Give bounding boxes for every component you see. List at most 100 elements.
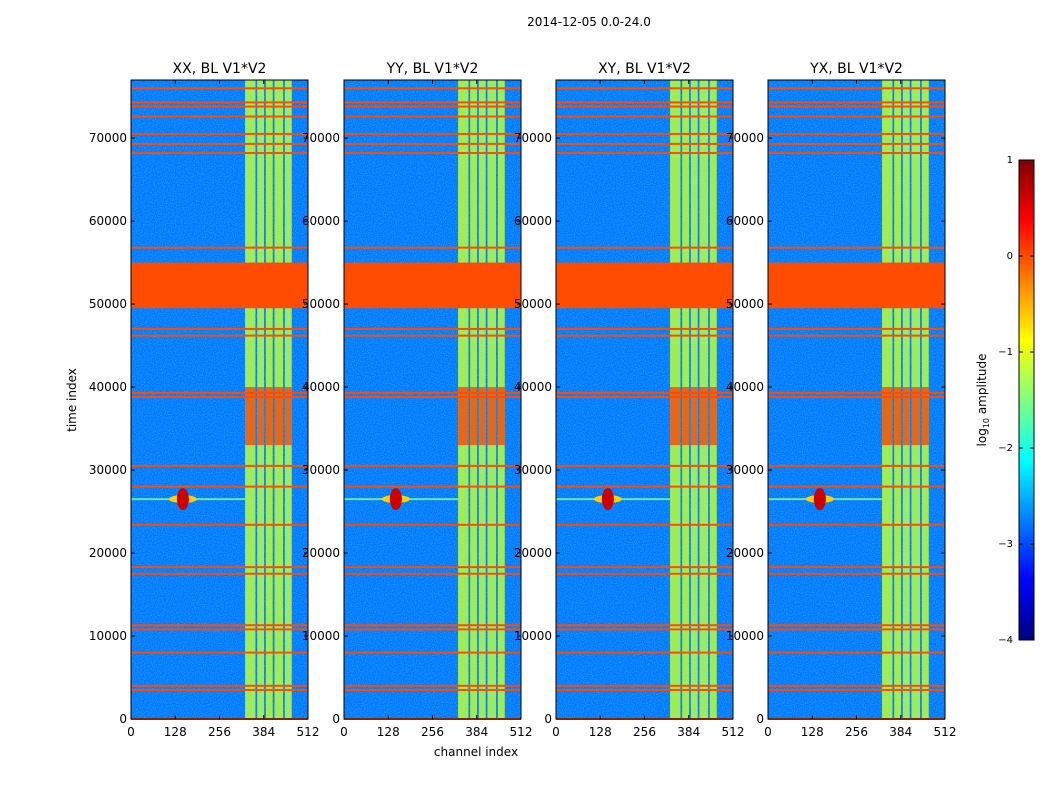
x-axis-label: channel index	[434, 745, 518, 759]
colorbar-tick-label-5: −4	[998, 635, 1013, 646]
flagged-line-xx-3	[131, 651, 308, 654]
strong-band-yy-1	[470, 387, 478, 446]
flagged-line-yx-17	[768, 142, 945, 145]
y-tick-label-xy-50000: 50000	[514, 297, 552, 311]
strong-band-xy-1	[682, 387, 690, 446]
x-tick-label-yx-512: 512	[934, 725, 957, 739]
flagged-line-xx-19	[131, 115, 308, 118]
panel-xx: XX, BL V1*V2 0 128 256 384 512 0 10000 20000 3000…	[89, 61, 320, 739]
flagged-line-xy-22	[556, 87, 733, 90]
flagged-line-yx-21	[768, 101, 945, 104]
y-tick-label-xy-30000: 30000	[514, 463, 552, 477]
flagged-line-xx-20	[131, 105, 308, 108]
flagged-line-xy-11	[556, 396, 733, 399]
flagged-line-xx-15	[131, 246, 308, 249]
colorbar-label-sub: 10	[982, 418, 991, 428]
flagged-line-yx-13	[768, 334, 945, 337]
flagged-band-yx-0	[768, 262, 945, 309]
colorbar-tick-label-0: 1	[1007, 155, 1013, 166]
flagged-line-xx-9	[131, 485, 308, 488]
strong-band-xx-0	[245, 387, 256, 446]
y-tick-label-xy-10000: 10000	[514, 629, 552, 643]
strong-band-xx-3	[274, 387, 284, 446]
y-axis-label: time index	[65, 368, 79, 432]
strong-band-yx-1	[894, 387, 902, 446]
y-tick-label-yx-60000: 60000	[726, 214, 764, 228]
y-tick-label-xx-40000: 40000	[89, 380, 127, 394]
flagged-line-xx-22	[131, 87, 308, 90]
panel-title-yx: YX, BL V1*V2	[809, 61, 903, 77]
y-tick-label-yx-40000: 40000	[726, 380, 764, 394]
flagged-band-xx-0	[131, 262, 308, 309]
flagged-line-yy-16	[344, 152, 521, 155]
flagged-line-xx-6	[131, 572, 308, 575]
y-tick-label-yy-50000: 50000	[302, 297, 340, 311]
y-tick-label-yy-40000: 40000	[302, 380, 340, 394]
flagged-line-yx-10	[768, 464, 945, 467]
flagged-line-xy-1	[556, 688, 733, 691]
flagged-line-yy-8	[344, 523, 521, 526]
flagged-line-xy-20	[556, 105, 733, 108]
strong-band-xx-4	[284, 387, 292, 446]
flagged-line-yx-1	[768, 688, 945, 691]
rfi-burst-xy	[601, 488, 614, 511]
strong-band-yx-2	[902, 387, 910, 446]
flagged-line-yx-15	[768, 246, 945, 249]
panel-yy: YY, BL V1*V2 0 128 256 384 512 0 10000 20000 3000…	[302, 61, 533, 739]
x-tick-label-xx-128: 128	[164, 725, 187, 739]
x-tick-label-yx-128: 128	[801, 725, 824, 739]
flagged-line-yy-13	[344, 334, 521, 337]
flagged-line-yx-4	[768, 628, 945, 631]
flagged-line-yy-3	[344, 651, 521, 654]
x-tick-label-yx-256: 256	[845, 725, 868, 739]
flagged-line-xx-13	[131, 334, 308, 337]
y-tick-label-xx-70000: 70000	[89, 131, 127, 145]
x-tick-label-xx-0: 0	[127, 725, 135, 739]
flagged-line-xy-10	[556, 464, 733, 467]
y-tick-label-yy-60000: 60000	[302, 214, 340, 228]
flagged-line-xx-2	[131, 684, 308, 687]
flagged-line-xy-15	[556, 246, 733, 249]
y-tick-label-yy-0: 0	[332, 712, 340, 726]
flagged-line-xx-5	[131, 624, 308, 627]
y-tick-label-yy-70000: 70000	[302, 131, 340, 145]
colorbar-tick-label-1: 0	[1007, 251, 1013, 262]
flagged-line-xx-12	[131, 391, 308, 394]
flagged-line-xx-17	[131, 142, 308, 145]
flagged-line-yy-10	[344, 464, 521, 467]
flagged-line-xy-18	[556, 132, 733, 135]
flagged-line-xy-16	[556, 152, 733, 155]
y-tick-label-yx-30000: 30000	[726, 463, 764, 477]
flagged-line-xy-17	[556, 142, 733, 145]
rfi-burst-yx	[813, 488, 826, 511]
flagged-line-xx-7	[131, 566, 308, 569]
flagged-line-yy-21	[344, 101, 521, 104]
flagged-line-yx-11	[768, 396, 945, 399]
x-tick-label-xy-512: 512	[722, 725, 745, 739]
strong-band-yx-3	[911, 387, 921, 446]
strong-band-xx-1	[257, 387, 265, 446]
panel-title-xy: XY, BL V1*V2	[598, 61, 691, 77]
flagged-line-xy-14	[556, 327, 733, 330]
flagged-line-yx-9	[768, 485, 945, 488]
flagged-line-xy-2	[556, 684, 733, 687]
flagged-line-yx-16	[768, 152, 945, 155]
strong-band-xy-3	[699, 387, 709, 446]
colorbar-ticks: 1 0 −1 −2 −3 −4	[998, 155, 1034, 646]
flagged-line-yx-14	[768, 327, 945, 330]
colorbar-tick-label-2: −1	[998, 347, 1013, 358]
flagged-line-yx-18	[768, 132, 945, 135]
flagged-line-yy-12	[344, 391, 521, 394]
colorbar-label-base: log	[975, 428, 989, 446]
colorbar: 10−1−2−3−4 log10 amplitude	[975, 155, 1035, 646]
flagged-line-yx-7	[768, 566, 945, 569]
flagged-line-yx-12	[768, 391, 945, 394]
flagged-line-xx-11	[131, 396, 308, 399]
y-tick-label-yy-30000: 30000	[302, 463, 340, 477]
y-tick-label-xy-40000: 40000	[514, 380, 552, 394]
y-tick-label-yx-70000: 70000	[726, 131, 764, 145]
flagged-line-yy-2	[344, 684, 521, 687]
y-tick-label-xy-60000: 60000	[514, 214, 552, 228]
y-tick-label-yx-50000: 50000	[726, 297, 764, 311]
flagged-line-yy-18	[344, 132, 521, 135]
